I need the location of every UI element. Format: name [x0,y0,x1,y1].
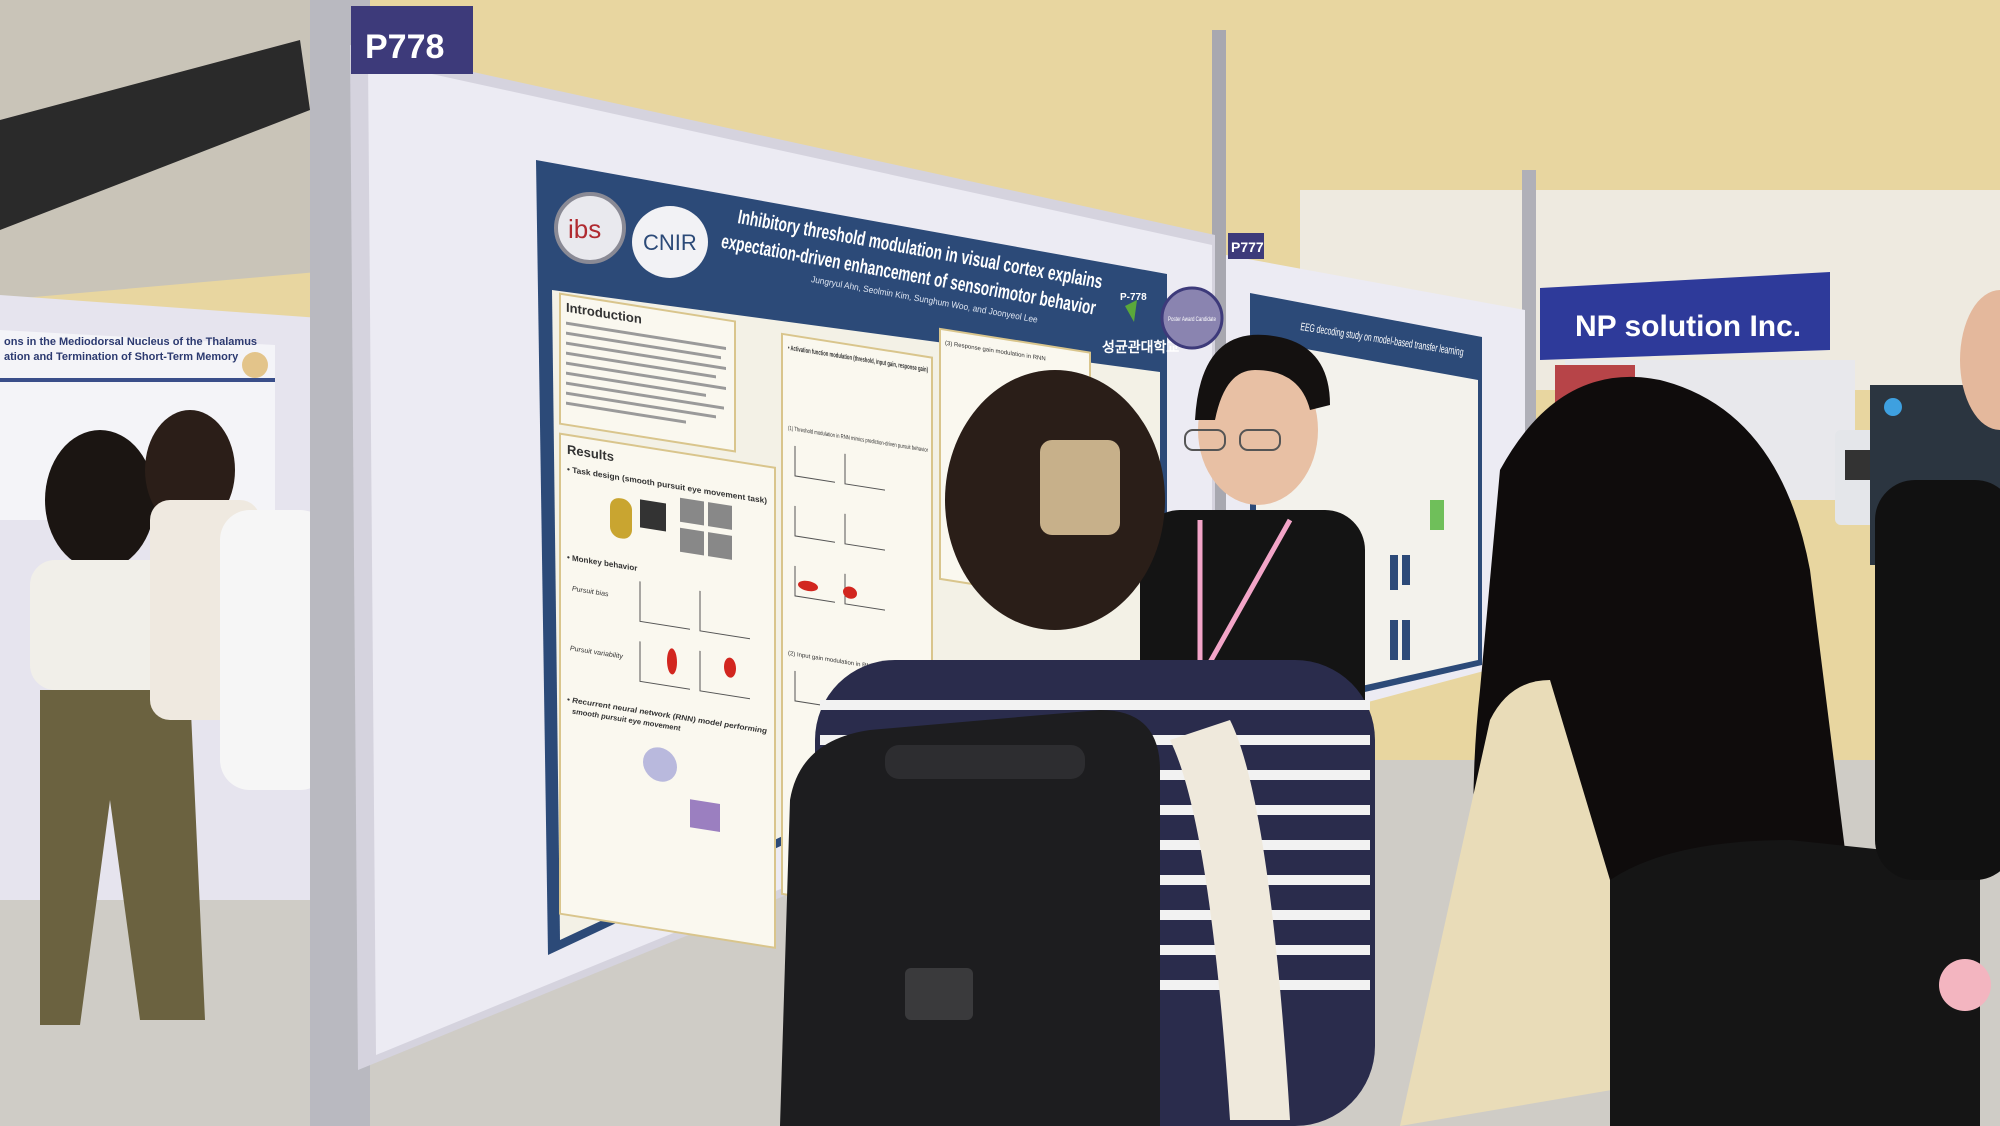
company-banner [1540,272,1830,360]
red-scatter [724,657,736,678]
stimulus-panel [680,527,704,556]
pursuit-variability-plots [639,641,750,700]
person-white-shirt [220,510,330,790]
person-left-shirt [30,560,180,690]
green-plot [1430,500,1444,530]
booth-logo-icon [1884,398,1902,416]
rnn-diagram [643,747,677,782]
left-poster-divider [0,378,275,382]
presenter-hair [1195,334,1330,420]
cnir-logo-text: CNIR [643,230,697,255]
rnn-result-plots [794,445,885,716]
backpack-logo-patch [905,968,973,1020]
ibs-logo-text: ibs [568,214,601,244]
award-badge [1160,286,1224,350]
stimulus-panel [680,497,704,526]
board-number-label [351,6,473,74]
screen-figure [640,499,666,532]
company-banner-text: NP solution Inc. [1575,310,1801,343]
right-woman-shirt [1400,680,1670,1126]
poster-corner-id: P-778 [1120,292,1147,303]
hair-clip [1040,440,1120,535]
university-logo: 성균관대학교 [1102,339,1179,355]
right-board-label-text: P777 [1231,239,1264,255]
backpack-handle[interactable] [885,745,1085,779]
results-heading: Results [567,442,614,464]
tote-bag-strap [1170,720,1290,1120]
board-number-text: P778 [365,28,444,66]
university-leaf-icon [1125,300,1137,322]
right-man-shirt [1875,480,2000,880]
red-scatter [843,586,857,599]
stimulus-panel [708,532,732,560]
red-scatter [667,648,677,675]
introduction-text-lines [566,321,726,424]
glasses-icon [1239,429,1281,451]
ceiling-beam [0,40,310,230]
right-man-head [1960,290,2000,430]
results-panel [559,432,776,949]
tuning-plot [690,799,720,833]
glasses-icon [1184,429,1226,451]
stimulus-panel [708,502,732,530]
red-scatter [798,580,818,592]
monkey-figure [610,498,632,539]
plush-keychain [1939,959,1991,1011]
left-poster-title-2: ation and Termination of Short-Term Memo… [4,351,239,363]
pursuit-bias-plots [639,581,750,640]
person-left-hair [45,430,155,570]
award-badge-text: Poster Award Candidate [1168,317,1216,323]
right-board-label [1228,233,1264,259]
right-woman-backpack [1610,840,1980,1126]
backpack [780,710,1160,1126]
cnir-logo-icon [632,206,708,278]
kiosk-screen [1845,450,1870,480]
ibs-logo-icon [554,192,626,264]
left-poster-title-1: ons in the Mediodorsal Nucleus of the Th… [4,336,257,348]
person-left-pants [40,690,205,1025]
kbri-logo-icon [242,352,268,378]
